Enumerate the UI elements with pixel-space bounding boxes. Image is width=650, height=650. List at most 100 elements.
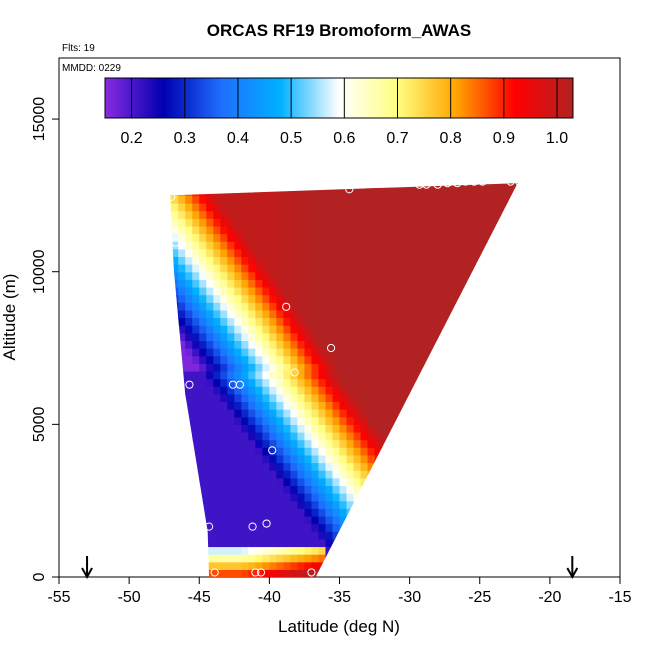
heatmap-cell <box>283 386 292 395</box>
heatmap-cell <box>269 424 277 433</box>
heatmap-cell <box>353 454 362 464</box>
heatmap-cell <box>297 195 306 204</box>
heatmap-cell <box>479 431 488 441</box>
heatmap-cell <box>304 241 313 250</box>
heatmap-cell <box>220 172 228 180</box>
heatmap-cell <box>388 386 397 395</box>
heatmap-cell <box>206 203 214 212</box>
heatmap-cell <box>360 241 369 250</box>
heatmap-cell <box>248 546 256 555</box>
heatmap-cell <box>185 286 193 296</box>
heatmap-cell <box>290 409 299 418</box>
heatmap-cell <box>169 378 172 387</box>
heatmap-cell <box>297 409 306 418</box>
heatmap-cell <box>458 279 467 288</box>
heatmap-cell <box>220 477 228 487</box>
heatmap-cell <box>169 225 172 235</box>
heatmap-cell <box>220 271 228 280</box>
heatmap-cell <box>367 493 376 502</box>
heatmap-cell <box>444 462 453 471</box>
heatmap-cell <box>255 386 263 395</box>
heatmap-cell <box>304 225 313 235</box>
heatmap-cell <box>234 286 242 296</box>
heatmap-cell <box>514 531 518 540</box>
heatmap-cell <box>262 348 270 357</box>
heatmap-cell <box>213 183 221 189</box>
heatmap-cell <box>339 409 348 418</box>
heatmap-cell <box>409 340 418 349</box>
heatmap-cell <box>297 294 306 303</box>
heatmap-cell <box>472 393 481 403</box>
heatmap-cell <box>262 439 270 448</box>
heatmap-cell <box>192 332 200 341</box>
heatmap-cell <box>185 493 193 502</box>
heatmap-cell <box>234 241 242 250</box>
heatmap-cell <box>332 409 341 418</box>
heatmap-cell <box>381 370 390 380</box>
heatmap-cell <box>430 493 439 502</box>
heatmap-cell <box>185 256 193 265</box>
heatmap-cell <box>388 279 397 288</box>
heatmap-cell <box>472 286 481 296</box>
heatmap-cell <box>276 477 284 487</box>
heatmap-cell <box>199 279 207 288</box>
heatmap-cell <box>522 363 530 371</box>
heatmap-cell <box>255 454 263 464</box>
heatmap-cell <box>514 332 518 341</box>
heatmap-cell <box>507 523 516 532</box>
heatmap-cell <box>458 363 467 372</box>
heatmap-cell <box>522 310 530 318</box>
heatmap-cell <box>402 340 411 349</box>
heatmap-cell <box>522 264 530 272</box>
observation-point <box>210 568 219 577</box>
heatmap-cell <box>220 447 228 456</box>
heatmap-cell <box>276 538 284 548</box>
heatmap-cell <box>304 515 313 525</box>
heatmap-cell <box>514 183 518 189</box>
heatmap-cell <box>507 218 516 227</box>
y-tick-label: 10000 <box>31 249 48 294</box>
heatmap-cell <box>465 424 474 433</box>
heatmap-cell <box>318 447 327 456</box>
heatmap-cell <box>500 309 509 319</box>
heatmap-cell <box>430 470 439 479</box>
heatmap-cell <box>325 195 334 204</box>
heatmap-cell <box>402 439 411 448</box>
heatmap-cell <box>367 183 376 189</box>
heatmap-cell <box>479 294 488 303</box>
heatmap-cell <box>416 393 425 403</box>
x-tick-label: -40 <box>258 589 281 606</box>
heatmap-cell <box>437 309 446 319</box>
heatmap-cell <box>318 302 327 311</box>
heatmap-cell <box>493 348 502 357</box>
heatmap-cell <box>276 561 284 570</box>
heatmap-cell <box>262 538 270 548</box>
heatmap-cell <box>255 183 263 189</box>
heatmap-cell <box>416 431 425 441</box>
heatmap-cell <box>388 439 397 448</box>
heatmap-cell <box>437 462 446 471</box>
heatmap-cell <box>472 348 481 357</box>
heatmap-cell <box>311 470 320 479</box>
heatmap-cell <box>409 493 418 502</box>
heatmap-cell <box>325 203 334 212</box>
heatmap-cell <box>437 409 446 418</box>
heatmap-cell <box>416 500 425 509</box>
heatmap-cell <box>332 447 341 456</box>
heatmap-cell <box>438 172 446 180</box>
heatmap-cell <box>262 454 270 464</box>
heatmap-cell <box>227 409 235 418</box>
heatmap-cell <box>339 309 348 319</box>
heatmap-cell <box>255 416 263 425</box>
heatmap-cell <box>199 332 207 341</box>
heatmap-cell <box>423 409 432 418</box>
heatmap-cell <box>388 378 397 387</box>
heatmap-cell <box>227 195 235 204</box>
heatmap-cell <box>430 187 439 196</box>
heatmap-cell <box>255 470 263 479</box>
heatmap-cell <box>199 271 207 280</box>
heatmap-cell <box>402 378 411 387</box>
heatmap-cell <box>213 233 221 242</box>
heatmap-cell <box>416 294 425 303</box>
heatmap-cell <box>430 203 439 212</box>
